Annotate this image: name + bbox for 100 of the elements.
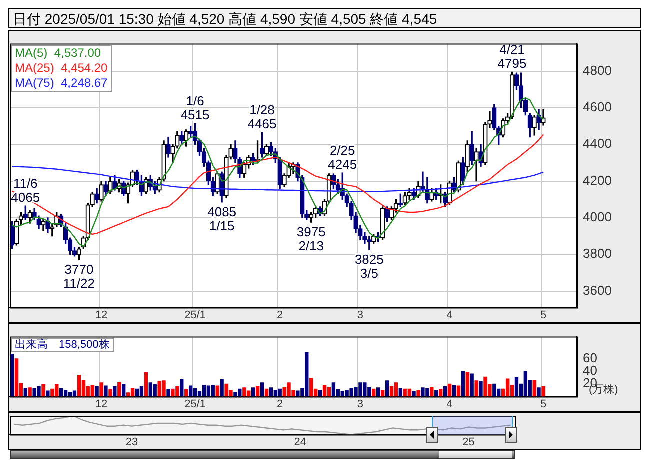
- bar: [202, 385, 206, 397]
- bar: [113, 386, 117, 397]
- y-tick-label: 4000: [583, 210, 612, 225]
- bar: [461, 371, 465, 397]
- annotation: 4085 1/15: [208, 204, 237, 234]
- bar: [443, 386, 448, 397]
- bar: [188, 386, 193, 397]
- bar: [153, 384, 157, 397]
- bar: [269, 388, 274, 397]
- bar: [532, 380, 536, 397]
- x-tick-label: 2: [277, 309, 284, 322]
- bar: [470, 374, 474, 397]
- annotation: 1/6 4515: [180, 94, 210, 123]
- bar: [434, 390, 438, 397]
- x-tick-label: 3: [357, 309, 364, 322]
- bar: [372, 388, 376, 397]
- x-tick-label: 4: [446, 398, 453, 410]
- y-tick-label: 40: [583, 363, 598, 378]
- bar: [394, 382, 398, 397]
- bar: [42, 384, 46, 397]
- bar: [28, 388, 32, 397]
- bar: [108, 390, 112, 397]
- bar: [537, 388, 541, 397]
- y-tick-label: 3800: [583, 246, 612, 262]
- y-tick-label: 60: [583, 350, 598, 366]
- chart-title: 日付 2025/05/01 15:30 始値 4,520 高値 4,590 安値 4,505 終値 4,545: [8, 8, 641, 28]
- bar: [14, 358, 19, 397]
- y-tick-label: 4800: [583, 62, 612, 78]
- bar: [251, 388, 256, 397]
- bar: [310, 378, 314, 397]
- bar: [68, 392, 72, 397]
- bar: [118, 382, 122, 397]
- bar: [327, 386, 332, 397]
- x-tick-label: 24: [294, 436, 306, 448]
- bar: [184, 390, 188, 397]
- bar: [126, 392, 130, 397]
- bar: [144, 372, 148, 397]
- bar: [430, 386, 434, 397]
- bar: [24, 388, 28, 397]
- bar: [322, 385, 327, 397]
- bar: [332, 382, 336, 397]
- annotation: 2/25 4245: [328, 143, 358, 172]
- bar: [416, 390, 420, 397]
- bar: [479, 381, 483, 397]
- bar: [50, 388, 54, 397]
- bar: [474, 380, 478, 397]
- bar: [216, 386, 220, 397]
- annotation: 3825 3/5: [354, 252, 384, 282]
- bar: [220, 379, 224, 397]
- bar: [318, 390, 322, 397]
- x-tick-label: 4: [446, 309, 453, 322]
- bar: [448, 384, 452, 397]
- bar: [456, 386, 461, 397]
- bar: [264, 388, 269, 397]
- x-tick-label: 23: [126, 436, 138, 448]
- bar: [95, 386, 99, 397]
- bar: [398, 388, 402, 397]
- text: MA(5) 4,537.00: [15, 46, 102, 60]
- bar: [376, 388, 380, 397]
- bar: [166, 390, 170, 397]
- bar: [385, 380, 390, 397]
- bar: [260, 382, 264, 397]
- annotation: 3975 2/13: [296, 224, 326, 254]
- y-tick-label: 4400: [583, 136, 612, 152]
- bar: [193, 388, 198, 397]
- bar: [380, 390, 385, 397]
- bar: [412, 391, 416, 397]
- bar: [506, 378, 510, 397]
- bar: [46, 390, 50, 397]
- bar: [390, 386, 394, 397]
- bar: [104, 386, 108, 397]
- bar: [452, 385, 456, 397]
- x-tick-label: 2: [277, 398, 284, 410]
- x-tick-label: 12: [95, 398, 108, 410]
- x-tick-label: 25: [462, 436, 475, 448]
- bar: [90, 385, 94, 397]
- bar: [242, 388, 246, 397]
- bar: [64, 390, 68, 397]
- bar: [60, 388, 64, 397]
- bar: [100, 382, 104, 397]
- bar: [122, 384, 126, 397]
- bar: [135, 388, 140, 397]
- bar: [408, 388, 412, 397]
- x-tick-label: 5: [540, 398, 547, 410]
- bar: [466, 372, 470, 397]
- bar: [180, 379, 184, 397]
- annotation: 4/21 4795: [498, 42, 527, 72]
- bar: [130, 388, 135, 397]
- text: MA(75) 4,248.67: [15, 76, 108, 90]
- annotation: 3770 11/22: [63, 262, 95, 292]
- x-tick-label: 25/1: [184, 309, 206, 322]
- bar: [77, 374, 82, 397]
- y-tick-label: 3600: [583, 282, 612, 298]
- x-tick-label: 25/1: [184, 398, 206, 410]
- x-tick-label: 5: [540, 309, 547, 322]
- x-tick-label: 3: [357, 398, 364, 410]
- text: MA(25) 4,454.20: [15, 60, 108, 75]
- bar: [439, 390, 443, 397]
- bar: [140, 386, 144, 397]
- bar: [256, 386, 260, 397]
